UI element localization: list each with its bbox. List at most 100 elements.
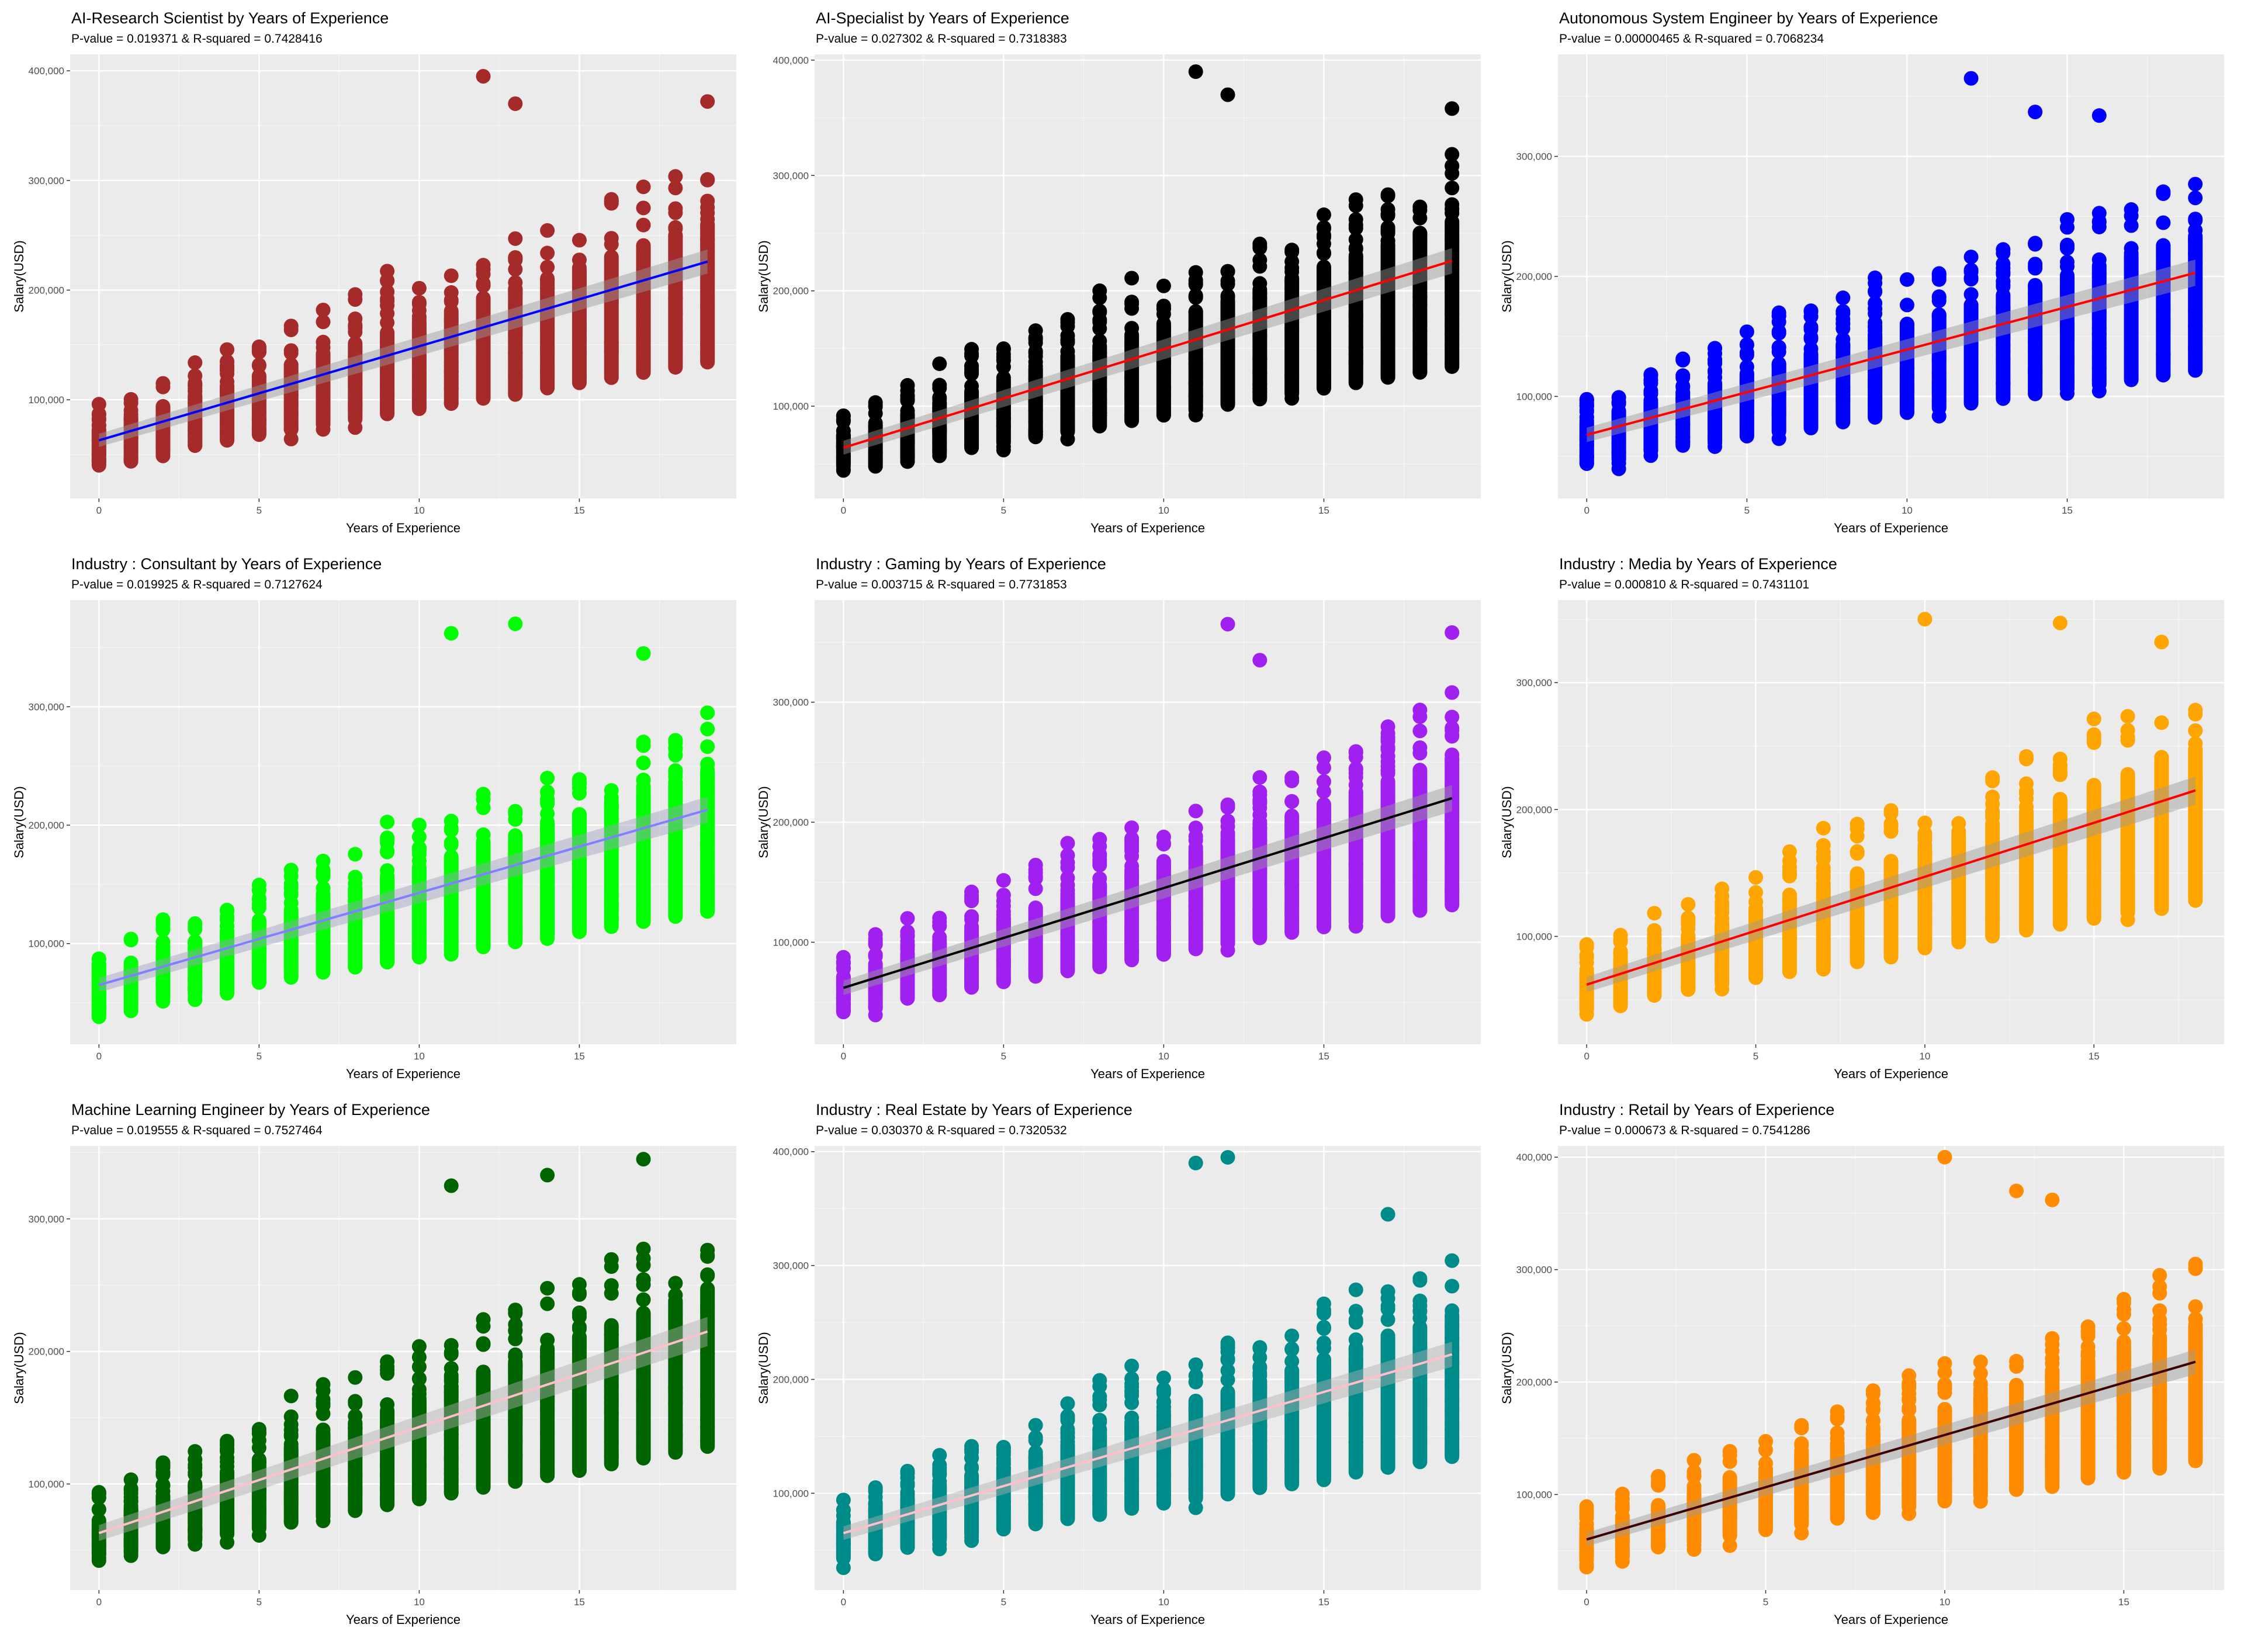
data-point bbox=[964, 884, 979, 899]
chart-subtitle: P-value = 0.027302 & R-squared = 0.73183… bbox=[816, 32, 1067, 46]
data-point bbox=[1316, 245, 1331, 260]
data-point bbox=[283, 863, 299, 878]
data-point bbox=[476, 1337, 491, 1352]
data-points bbox=[836, 64, 1460, 478]
data-point bbox=[1252, 770, 1268, 785]
data-point bbox=[411, 1371, 427, 1386]
data-point bbox=[380, 264, 395, 279]
data-point bbox=[1937, 1385, 1952, 1400]
data-point bbox=[1284, 794, 1300, 809]
data-point bbox=[251, 340, 266, 355]
data-point bbox=[700, 94, 715, 109]
data-point bbox=[1868, 315, 1883, 330]
data-point bbox=[2059, 220, 2075, 235]
data-point bbox=[91, 1502, 106, 1517]
data-point bbox=[1836, 290, 1851, 306]
data-point bbox=[283, 1409, 299, 1424]
data-point bbox=[91, 411, 106, 427]
data-point bbox=[1902, 1380, 1917, 1395]
data-point bbox=[2059, 254, 2075, 269]
data-point bbox=[1412, 740, 1428, 755]
x-tick-label: 10 bbox=[1158, 1051, 1169, 1062]
data-point bbox=[572, 233, 587, 248]
chart-title: Industry : Gaming by Years of Experience bbox=[816, 555, 1106, 573]
y-tick-label: 200,000 bbox=[1516, 1377, 1552, 1388]
data-point bbox=[2188, 706, 2203, 722]
data-point bbox=[444, 626, 459, 641]
data-point bbox=[700, 722, 715, 737]
data-point bbox=[1028, 323, 1043, 338]
data-point bbox=[636, 217, 651, 233]
chart-title: Autonomous System Engineer by Years of E… bbox=[1559, 9, 1938, 27]
y-tick-label: 300,000 bbox=[773, 1260, 809, 1272]
data-point bbox=[380, 830, 395, 846]
y-tick-label: 300,000 bbox=[773, 170, 809, 181]
data-point bbox=[572, 1319, 587, 1335]
plot-background bbox=[815, 54, 1481, 498]
data-point bbox=[1830, 1425, 1845, 1440]
x-tick-label: 0 bbox=[96, 505, 102, 516]
data-point bbox=[1973, 1354, 1988, 1369]
chart-subtitle: P-value = 0.019925 & R-squared = 0.71276… bbox=[71, 578, 323, 591]
data-point bbox=[700, 1249, 715, 1264]
y-axis-title: Salary(USD) bbox=[756, 786, 771, 858]
data-point bbox=[1220, 1372, 1235, 1387]
data-point bbox=[91, 951, 106, 967]
data-points bbox=[1579, 1149, 2203, 1575]
chart-title: Industry : Real Estate by Years of Exper… bbox=[816, 1101, 1133, 1118]
data-point bbox=[1316, 760, 1331, 775]
data-point bbox=[868, 399, 883, 414]
data-point bbox=[1380, 1298, 1395, 1314]
confidence-band bbox=[843, 785, 1452, 995]
data-point bbox=[1188, 290, 1203, 305]
data-point bbox=[604, 1278, 619, 1293]
data-point bbox=[932, 377, 947, 393]
data-point bbox=[1156, 1384, 1171, 1399]
data-points bbox=[836, 617, 1460, 1023]
data-point bbox=[1380, 719, 1395, 734]
chart-subtitle: P-value = 0.000810 & R-squared = 0.74311… bbox=[1559, 578, 1810, 591]
trend-line bbox=[1586, 271, 2196, 437]
data-point bbox=[1380, 1207, 1395, 1222]
x-tick-label: 0 bbox=[1584, 1596, 1589, 1608]
data-point bbox=[508, 1331, 523, 1346]
data-points bbox=[1579, 612, 2203, 1022]
data-point bbox=[508, 1305, 523, 1320]
data-point bbox=[1794, 1438, 1809, 1453]
data-point bbox=[2091, 206, 2107, 221]
data-point bbox=[700, 705, 715, 721]
data-point bbox=[868, 937, 883, 952]
data-point bbox=[411, 280, 427, 296]
y-tick-label: 200,000 bbox=[1516, 804, 1552, 815]
data-point bbox=[1917, 816, 1933, 831]
data-point bbox=[1092, 303, 1107, 318]
y-tick-label: 200,000 bbox=[773, 1374, 809, 1385]
data-point bbox=[1964, 71, 1979, 86]
confidence-band bbox=[843, 248, 1452, 455]
chart-subtitle: P-value = 0.00000465 & R-squared = 0.706… bbox=[1559, 32, 1824, 46]
data-point bbox=[1708, 352, 1723, 368]
data-point bbox=[1850, 846, 1865, 861]
data-point bbox=[411, 829, 427, 844]
data-point bbox=[2188, 176, 2203, 192]
data-point bbox=[1156, 1370, 1171, 1386]
data-point bbox=[700, 193, 715, 209]
data-point bbox=[155, 916, 171, 931]
x-tick-label: 5 bbox=[1001, 1051, 1006, 1062]
chart-panel-1: AI-Research Scientist by Years of Experi… bbox=[0, 0, 742, 543]
data-point bbox=[2009, 1359, 2024, 1374]
data-point bbox=[1188, 1374, 1203, 1390]
confidence-band bbox=[843, 1342, 1452, 1540]
data-point bbox=[1865, 1401, 1881, 1417]
plot-background bbox=[70, 54, 736, 498]
data-point bbox=[636, 179, 651, 195]
scatter-plot: 100,000 200,000 300,000 0 5 10 15 Years of Expe… bbox=[1500, 54, 2224, 535]
data-point bbox=[1937, 1356, 1952, 1371]
data-point bbox=[2116, 1321, 2131, 1336]
data-point bbox=[572, 772, 587, 787]
data-point bbox=[316, 853, 331, 868]
y-tick-label: 400,000 bbox=[773, 1147, 809, 1158]
data-point bbox=[636, 1292, 651, 1307]
data-point bbox=[2152, 1267, 2167, 1283]
data-point bbox=[316, 864, 331, 879]
